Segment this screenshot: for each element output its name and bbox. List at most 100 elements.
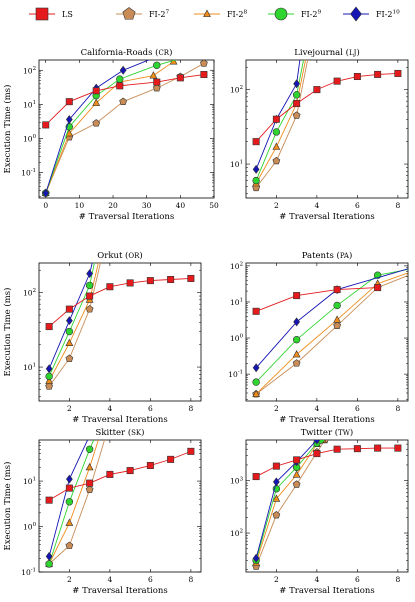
x-tick-label: 0	[43, 201, 48, 210]
data-point-ls	[272, 115, 280, 123]
series-fi-210	[252, 440, 321, 563]
y-tick-label: 102	[230, 529, 243, 538]
data-point-fi-27	[85, 305, 94, 313]
data-point-fi-29	[65, 498, 74, 506]
data-point-ls	[146, 277, 154, 285]
data-point-ls	[252, 307, 260, 315]
data-point-ls	[374, 284, 382, 292]
x-tick-label: 8	[395, 575, 400, 584]
plot-frame	[245, 59, 409, 199]
x-tick-label: 30	[142, 201, 152, 210]
data-point-fi-27	[65, 541, 74, 549]
data-point-fi-210	[252, 164, 260, 174]
data-point-ls	[374, 70, 382, 78]
x-tick-label: 4	[107, 404, 112, 413]
data-point-ls	[272, 462, 280, 470]
series-line-fi-210	[255, 60, 301, 170]
y-tick-label: 102	[23, 288, 36, 297]
data-point-fi-27	[272, 511, 281, 519]
data-point-fi-210	[273, 477, 280, 487]
data-point-ls	[65, 98, 73, 106]
data-point-ls	[167, 455, 175, 463]
chart-title: Orkut (OR)	[97, 250, 142, 261]
series-fi-28	[41, 60, 178, 197]
series-ls	[252, 284, 382, 315]
series-line-fi-29	[45, 60, 178, 194]
series-line-fi-29	[48, 263, 95, 377]
panel-california-roads-cr: California-Roads (CR) 0 10 20 30 40 50 10-1 100 1…	[2, 47, 219, 222]
legend-marker-fi-27	[122, 7, 136, 20]
data-point-ls	[293, 100, 301, 108]
series-line-fi-27	[48, 263, 101, 387]
data-point-ls	[153, 78, 161, 86]
x-axis-label: # Traversal Iterations	[279, 415, 374, 425]
data-point-ls	[86, 292, 94, 300]
data-point-fi-27	[65, 354, 74, 362]
data-point-ls	[333, 286, 341, 294]
data-point-ls	[333, 77, 341, 85]
series-fi-210	[252, 268, 408, 373]
x-axis-label: # Traversal Iterations	[72, 586, 167, 596]
plot-area	[252, 60, 402, 192]
y-tick-label: 10-1	[228, 370, 243, 379]
series-line-fi-27	[255, 60, 309, 189]
x-tick-label: 2	[67, 404, 72, 413]
x-tick-label: 20	[108, 201, 118, 210]
series-line-fi-28	[45, 61, 174, 194]
data-point-ls	[126, 467, 134, 475]
series-ls	[45, 274, 195, 331]
data-point-fi-28	[272, 494, 281, 502]
data-point-fi-210	[42, 188, 50, 198]
data-point-ls	[353, 445, 361, 453]
data-point-fi-27	[85, 485, 94, 493]
data-point-ls	[116, 82, 124, 90]
y-axis-label: Execution Time (ms)	[2, 462, 13, 551]
data-point-fi-27	[292, 480, 301, 488]
data-point-fi-28	[85, 462, 94, 471]
x-tick-label: 6	[148, 404, 153, 413]
data-point-fi-27	[119, 97, 128, 105]
legend-label-fi-210: FI-210	[376, 9, 400, 19]
panel-twitter-tw: Twitter (TW) 2 4 6 8 102 103 # Traversal Iterat…	[230, 427, 409, 596]
data-point-fi-210	[65, 115, 73, 125]
x-tick-label: 8	[188, 404, 193, 413]
y-tick-label: 102	[23, 66, 36, 75]
data-point-fi-28	[292, 470, 301, 478]
data-point-fi-29	[333, 301, 341, 310]
series-ls	[42, 71, 208, 129]
y-tick-label: 10-1	[21, 168, 36, 177]
data-point-fi-29	[292, 91, 301, 99]
data-point-ls	[293, 456, 301, 464]
series-line-fi-29	[48, 440, 95, 565]
series-fi-210	[45, 263, 93, 374]
data-point-fi-27	[200, 60, 208, 67]
legend-marker-fi-29	[274, 7, 288, 21]
data-point-fi-27	[45, 382, 53, 390]
y-tick-label: 101	[230, 298, 243, 307]
data-point-fi-28	[65, 338, 74, 346]
series-fi-27	[45, 440, 105, 568]
x-tick-label: 2	[274, 575, 279, 584]
data-point-ls	[313, 86, 321, 94]
x-tick-label: 2	[274, 201, 279, 210]
y-tick-label: 10-1	[21, 568, 36, 577]
data-point-fi-29	[45, 560, 53, 568]
data-point-ls	[106, 470, 114, 478]
data-point-fi-29	[85, 281, 94, 290]
y-tick-label: 100	[230, 334, 244, 343]
data-point-fi-27	[152, 84, 161, 92]
plot-area	[252, 440, 402, 570]
x-tick-label: 4	[314, 575, 319, 584]
x-axis-label: # Traversal Iterations	[72, 415, 167, 425]
x-tick-label: 10	[75, 201, 85, 210]
data-point-fi-27	[272, 156, 281, 165]
x-tick-label: 4	[314, 404, 319, 413]
legend: LS FI-27 FI-28 FI-29 FI-210	[29, 6, 400, 22]
data-point-fi-28	[272, 142, 281, 150]
data-point-ls	[106, 283, 114, 291]
legend-marker-fi-28	[203, 9, 211, 17]
plot-frame	[38, 59, 215, 199]
legend-marker-fi-210	[350, 6, 362, 22]
data-point-fi-28	[45, 376, 54, 384]
